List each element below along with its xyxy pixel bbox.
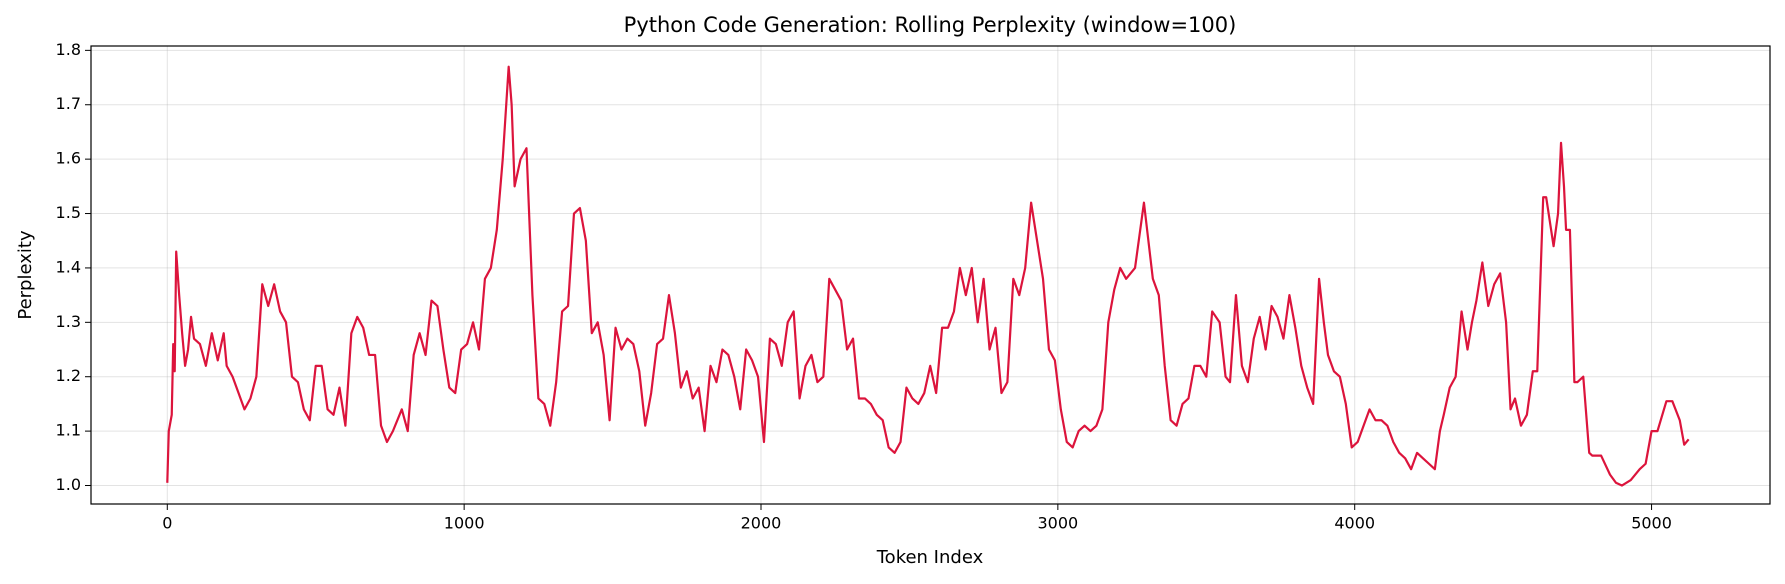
y-tick-label: 1.4 <box>56 257 81 276</box>
y-tick-label: 1.0 <box>56 475 81 494</box>
data-line <box>166 65 1690 487</box>
x-tick-label: 0 <box>162 514 172 533</box>
y-tick-label: 1.3 <box>56 312 81 331</box>
x-tick-label: 1000 <box>444 514 485 533</box>
y-tick-label: 1.7 <box>56 94 81 113</box>
y-axis-label: Perplexity <box>15 230 36 320</box>
y-tick-label: 1.8 <box>56 40 81 59</box>
y-tick-label: 1.1 <box>56 421 81 440</box>
chart-title: Python Code Generation: Rolling Perplexi… <box>624 13 1237 37</box>
x-tick-label: 5000 <box>1631 514 1672 533</box>
x-tick-label: 2000 <box>741 514 782 533</box>
y-tick-label: 1.6 <box>56 149 81 168</box>
y-tick-label: 1.5 <box>56 203 81 222</box>
y-tick-label: 1.2 <box>56 366 81 385</box>
plot-frame <box>90 45 1771 505</box>
x-axis-label: Token Index <box>876 547 984 568</box>
x-tick-label: 4000 <box>1334 514 1375 533</box>
x-tick-label: 3000 <box>1037 514 1078 533</box>
